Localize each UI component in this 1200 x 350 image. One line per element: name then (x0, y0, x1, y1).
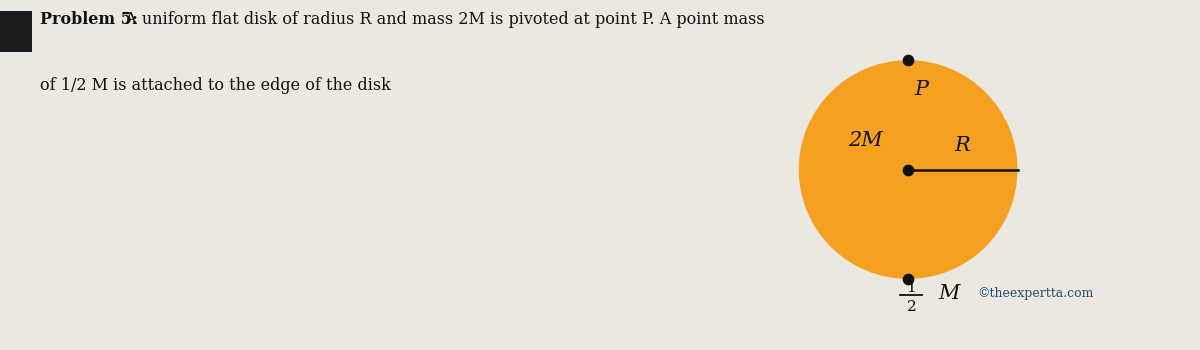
Text: ©theexpertta.com: ©theexpertta.com (977, 287, 1093, 300)
Point (899, 167, 918, 172)
Text: Problem 5:: Problem 5: (40, 10, 138, 28)
Text: R: R (954, 136, 970, 155)
Text: M: M (938, 284, 960, 303)
Bar (0, 10, 32, 52)
Text: of 1/2 M is attached to the edge of the disk: of 1/2 M is attached to the edge of the … (40, 77, 390, 94)
Text: A uniform flat disk of radius R and mass 2M is pivoted at point P. A point mass: A uniform flat disk of radius R and mass… (115, 10, 764, 28)
Text: 1: 1 (906, 281, 917, 295)
Text: 2: 2 (906, 300, 917, 314)
Point (899, 276, 918, 282)
Circle shape (799, 60, 1018, 279)
Text: P: P (914, 80, 929, 99)
Point (899, 57, 918, 63)
Text: 2M: 2M (848, 131, 882, 150)
